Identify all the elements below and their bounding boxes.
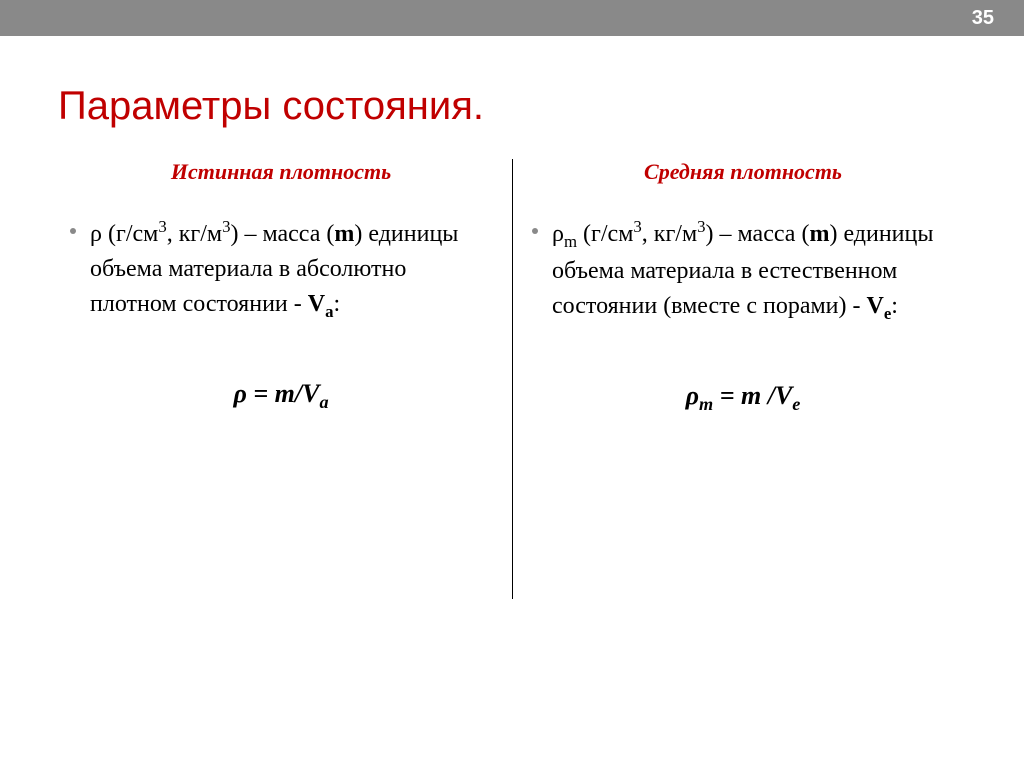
sup: 3	[633, 217, 641, 236]
right-description: ρm (г/см3, кг/м3) – масса (m) единицы об…	[530, 215, 956, 326]
fsub: a	[319, 392, 328, 412]
left-description: ρ (г/см3, кг/м3) – масса (m) единицы объ…	[68, 215, 494, 324]
page-number: 35	[972, 7, 994, 30]
fsub: m	[699, 394, 713, 414]
bold: Vа	[308, 291, 334, 317]
f: ρ	[686, 381, 699, 410]
f: ρ = m/V	[233, 379, 319, 408]
left-column: Истинная плотность ρ (г/см3, кг/м3) – ма…	[50, 159, 512, 639]
txt: , кг/м	[642, 221, 697, 247]
sup: 3	[158, 217, 166, 236]
vertical-divider	[512, 159, 513, 599]
right-column: Средняя плотность ρm (г/см3, кг/м3) – ма…	[512, 159, 974, 639]
sup: 3	[697, 217, 705, 236]
right-heading: Средняя плотность	[530, 159, 956, 185]
top-bar: 35	[0, 0, 1024, 36]
bold: m	[334, 221, 354, 247]
txt: ) – масса (	[230, 221, 334, 247]
txt: :	[891, 293, 898, 319]
sub: m	[564, 232, 577, 251]
f: = m /V	[713, 381, 792, 410]
right-formula: ρm = m /Ve	[530, 381, 956, 415]
left-heading: Истинная плотность	[68, 159, 494, 185]
slide-title: Параметры состояния.	[58, 84, 1024, 129]
content-area: Истинная плотность ρ (г/см3, кг/м3) – ма…	[0, 159, 1024, 639]
v: V	[867, 293, 884, 319]
txt: ρ	[552, 221, 564, 247]
txt: ) – масса (	[706, 221, 810, 247]
bold: Vе	[867, 293, 892, 319]
txt: ρ (г/см	[90, 221, 158, 247]
txt: (г/см	[577, 221, 633, 247]
fsub: e	[792, 394, 800, 414]
txt: :	[333, 291, 340, 317]
bullet-icon	[70, 228, 76, 234]
v: V	[308, 291, 325, 317]
left-formula: ρ = m/Va	[68, 379, 494, 413]
txt: , кг/м	[167, 221, 222, 247]
bold: m	[809, 221, 829, 247]
bullet-icon	[532, 228, 538, 234]
